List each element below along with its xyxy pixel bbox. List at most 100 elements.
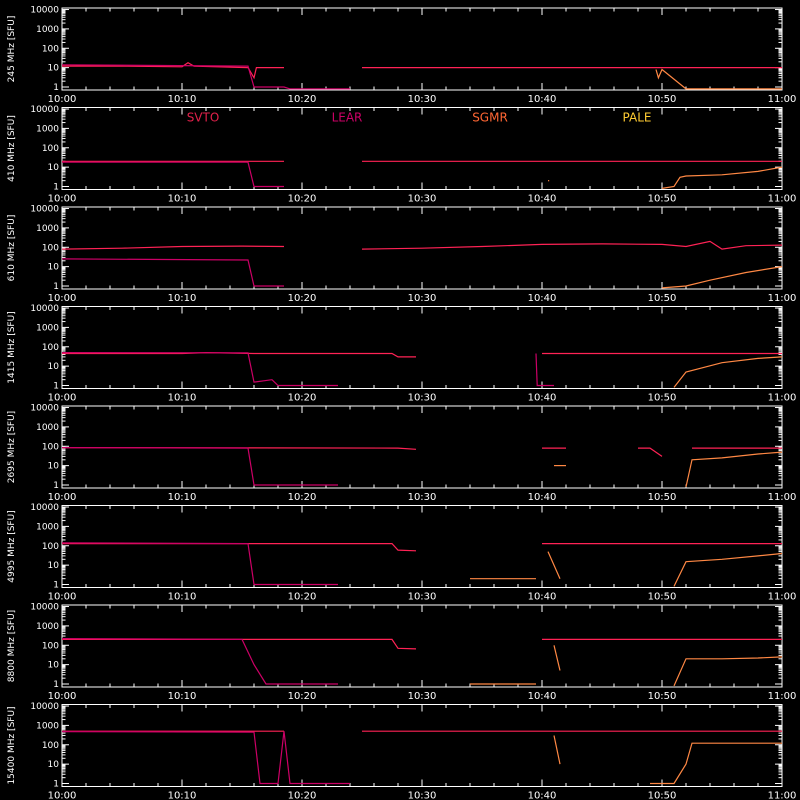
x-tick-label: 10:40 <box>528 293 557 304</box>
x-tick-label: 10:10 <box>168 393 197 404</box>
y-tick-label: 10 <box>48 661 60 671</box>
legend-entry-lear: LEAR <box>332 111 363 125</box>
y-tick-label: 100 <box>42 741 59 751</box>
y-axis-label: 410 MHz [SFU] <box>7 115 17 182</box>
y-axis-label: 610 MHz [SFU] <box>7 215 17 282</box>
y-tick-label: 1000 <box>36 423 59 433</box>
y-tick-label: 1000 <box>36 622 59 632</box>
series-line-lear <box>61 258 284 287</box>
series-line-lear <box>62 161 284 188</box>
x-tick-label: 10:40 <box>528 492 557 503</box>
x-tick-label: 10:20 <box>288 393 317 404</box>
y-axis-label: 245 MHz [SFU] <box>7 16 17 83</box>
y-tick-label: 100 <box>42 343 59 353</box>
panel-7: 1 10 100 1000 10000 10:00 10:10 10:20 10:30 10:40… <box>7 603 796 702</box>
y-tick-label: 10 <box>48 462 60 472</box>
y-axis-label: 2695 MHz [SFU] <box>7 411 17 483</box>
series-line-pale <box>655 68 782 90</box>
y-tick-label: 100 <box>42 243 59 253</box>
x-tick-label: 10:10 <box>168 592 197 603</box>
x-tick-label: 10:20 <box>288 791 317 800</box>
series-line-lear <box>61 64 350 90</box>
y-tick-label: 10 <box>48 561 60 571</box>
x-tick-label: 10:40 <box>528 592 557 603</box>
y-tick-label: 10 <box>48 64 60 74</box>
x-tick-label: 10:30 <box>408 293 437 304</box>
y-tick-label: 10000 <box>30 404 59 414</box>
series-line-lear <box>61 731 350 785</box>
x-tick-label: 10:10 <box>168 691 197 702</box>
x-tick-label: 10:30 <box>408 691 437 702</box>
x-tick-label: 10:50 <box>648 293 677 304</box>
panel-frame <box>61 704 783 787</box>
y-tick-label: 100 <box>42 44 59 54</box>
x-tick-label: 10:30 <box>408 94 437 105</box>
x-tick-label: 10:00 <box>48 194 77 205</box>
legend-entry-sgmr: SGMR <box>472 111 508 125</box>
y-tick-label: 100 <box>42 144 59 154</box>
series-line-pale <box>685 451 783 488</box>
y-axis-label: 1415 MHz [SFU] <box>7 311 17 383</box>
series-line-svto <box>62 638 782 650</box>
y-tick-label: 1 <box>53 780 59 790</box>
y-tick-label: 1 <box>53 83 59 93</box>
panel-5: 1 10 100 1000 10000 10:00 10:10 10:20 10:30 10:40… <box>7 404 796 503</box>
x-tick-label: 10:50 <box>648 94 677 105</box>
x-tick-label: 10:10 <box>168 492 197 503</box>
x-tick-label: 10:30 <box>408 194 437 205</box>
series-line-sgmr <box>470 645 561 685</box>
x-tick-label: 10:10 <box>168 94 197 105</box>
y-tick-label: 10000 <box>30 702 59 712</box>
x-tick-label: 10:50 <box>648 791 677 800</box>
panel-3: 1 10 100 1000 10000 10:00 10:10 10:20 10:30 10:40… <box>7 205 796 304</box>
series-line-sgmr <box>553 735 561 765</box>
y-tick-label: 1000 <box>36 522 59 532</box>
y-tick-label: 10000 <box>30 6 59 16</box>
legend-entry-svto: SVTO <box>187 111 220 125</box>
y-tick-label: 10 <box>48 263 60 273</box>
panel-2: 1 10 100 1000 10000 10:00 10:10 10:20 10:30 10:40… <box>7 105 796 204</box>
panel-frame <box>61 7 783 91</box>
y-tick-label: 1 <box>53 282 59 292</box>
x-tick-label: 10:30 <box>408 791 437 800</box>
y-tick-label: 10 <box>48 163 60 173</box>
y-tick-label: 1 <box>53 183 59 193</box>
y-tick-label: 100 <box>42 442 59 452</box>
panel-frame <box>61 107 783 190</box>
y-tick-label: 100 <box>42 542 59 552</box>
x-tick-label: 10:10 <box>168 293 197 304</box>
y-tick-label: 10 <box>48 760 60 770</box>
x-tick-label: 10:00 <box>48 393 77 404</box>
y-tick-label: 10 <box>48 362 60 372</box>
x-tick-label: 10:40 <box>528 94 557 105</box>
y-tick-label: 10000 <box>30 304 59 314</box>
y-tick-label: 1000 <box>36 323 59 333</box>
x-tick-label: 10:10 <box>168 791 197 800</box>
x-tick-label: 10:20 <box>288 194 317 205</box>
x-tick-label: 11:00 <box>768 94 797 105</box>
x-tick-label: 10:20 <box>288 691 317 702</box>
y-tick-label: 10000 <box>30 603 59 613</box>
series-line-lear <box>61 638 338 685</box>
x-tick-label: 10:40 <box>528 393 557 404</box>
x-tick-label: 10:20 <box>288 492 317 503</box>
x-tick-label: 10:50 <box>648 492 677 503</box>
x-tick-label: 10:20 <box>288 94 317 105</box>
y-axis-label: 8800 MHz [SFU] <box>7 610 17 682</box>
y-tick-label: 1 <box>53 382 59 392</box>
y-axis-label: 15400 MHz [SFU] <box>7 706 17 784</box>
x-tick-label: 11:00 <box>768 194 797 205</box>
x-tick-label: 10:50 <box>648 393 677 404</box>
series-line-pale <box>673 552 783 587</box>
panel-4: 1 10 100 1000 10000 10:00 10:10 10:20 10:30 10:40… <box>7 304 796 403</box>
panel-6: 1 10 100 1000 10000 10:00 10:10 10:20 10:30 10:40… <box>7 503 796 602</box>
panel-frame <box>61 405 783 489</box>
x-tick-label: 11:00 <box>768 492 797 503</box>
x-tick-label: 10:20 <box>288 592 317 603</box>
y-axis-label: 4995 MHz [SFU] <box>7 510 17 582</box>
y-tick-label: 10000 <box>30 105 59 115</box>
x-tick-label: 10:50 <box>648 194 677 205</box>
x-tick-label: 10:20 <box>288 293 317 304</box>
